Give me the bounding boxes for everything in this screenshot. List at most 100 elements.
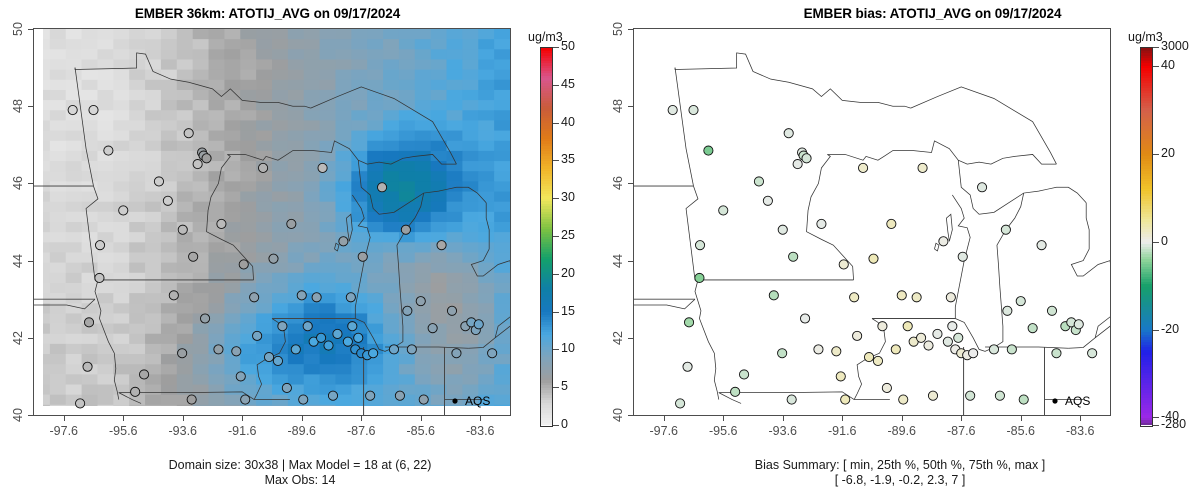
station-marker[interactable] xyxy=(377,182,388,193)
station-marker[interactable] xyxy=(890,344,901,355)
station-marker[interactable] xyxy=(816,218,827,229)
station-marker[interactable] xyxy=(872,355,883,367)
station-marker[interactable] xyxy=(427,323,438,334)
station-marker[interactable] xyxy=(186,394,197,405)
station-marker[interactable] xyxy=(1000,224,1011,235)
station-marker[interactable] xyxy=(368,348,379,359)
station-marker[interactable] xyxy=(762,195,773,206)
station-marker[interactable] xyxy=(994,390,1005,401)
station-marker[interactable] xyxy=(988,344,1000,355)
station-marker[interactable] xyxy=(753,176,764,187)
station-marker[interactable] xyxy=(813,344,824,355)
station-marker[interactable] xyxy=(777,224,788,235)
station-marker[interactable] xyxy=(801,153,812,164)
station-marker[interactable] xyxy=(83,317,95,328)
station-marker[interactable] xyxy=(296,290,307,301)
station-marker[interactable] xyxy=(1018,394,1029,405)
station-marker[interactable] xyxy=(446,305,458,316)
station-marker[interactable] xyxy=(840,394,851,405)
station-marker[interactable] xyxy=(451,348,462,359)
station-marker[interactable] xyxy=(938,236,949,247)
station-marker[interactable] xyxy=(667,105,678,116)
station-marker[interactable] xyxy=(263,352,275,363)
station-marker[interactable] xyxy=(436,240,447,251)
station-marker[interactable] xyxy=(357,251,368,262)
station-marker[interactable] xyxy=(302,321,313,332)
station-marker[interactable] xyxy=(1027,323,1038,334)
station-marker[interactable] xyxy=(177,348,188,359)
station-marker[interactable] xyxy=(886,218,897,229)
station-marker[interactable] xyxy=(1051,348,1062,359)
station-marker[interactable] xyxy=(683,317,695,328)
station-marker[interactable] xyxy=(945,292,956,303)
station-marker[interactable] xyxy=(788,251,799,262)
station-marker[interactable] xyxy=(213,344,224,355)
station-marker[interactable] xyxy=(783,128,794,139)
station-marker[interactable] xyxy=(896,290,907,301)
station-marker[interactable] xyxy=(487,348,498,359)
station-marker[interactable] xyxy=(932,328,943,339)
station-marker[interactable] xyxy=(75,398,86,409)
station-marker[interactable] xyxy=(130,386,141,397)
station-marker[interactable] xyxy=(311,292,322,303)
station-marker[interactable] xyxy=(338,236,349,247)
station-marker[interactable] xyxy=(473,319,484,330)
station-marker[interactable] xyxy=(394,390,405,401)
station-marker[interactable] xyxy=(298,394,309,405)
station-marker[interactable] xyxy=(94,272,105,284)
station-marker[interactable] xyxy=(800,313,811,324)
station-marker[interactable] xyxy=(877,321,888,332)
station-marker[interactable] xyxy=(694,272,705,284)
station-marker[interactable] xyxy=(868,253,879,264)
station-marker[interactable] xyxy=(88,105,99,116)
model-map-plot[interactable]: AQS xyxy=(33,28,511,416)
station-marker[interactable] xyxy=(388,344,400,355)
station-marker[interactable] xyxy=(162,195,173,206)
station-marker[interactable] xyxy=(911,292,922,303)
station-marker[interactable] xyxy=(688,105,699,116)
station-marker[interactable] xyxy=(290,344,301,355)
station-marker[interactable] xyxy=(235,371,246,382)
station-marker[interactable] xyxy=(183,128,194,139)
station-marker[interactable] xyxy=(927,390,939,401)
station-marker[interactable] xyxy=(153,176,164,187)
station-marker[interactable] xyxy=(694,240,706,251)
station-marker[interactable] xyxy=(258,162,269,174)
station-marker[interactable] xyxy=(177,224,188,235)
station-marker[interactable] xyxy=(94,240,106,251)
station-marker[interactable] xyxy=(858,162,869,174)
station-marker[interactable] xyxy=(1006,344,1017,355)
station-marker[interactable] xyxy=(342,336,353,347)
station-marker[interactable] xyxy=(286,218,297,229)
station-marker[interactable] xyxy=(838,259,849,270)
station-marker[interactable] xyxy=(365,390,376,401)
station-marker[interactable] xyxy=(682,361,693,372)
station-marker[interactable] xyxy=(353,332,364,343)
station-marker[interactable] xyxy=(1046,305,1058,316)
station-marker[interactable] xyxy=(82,361,93,372)
station-marker[interactable] xyxy=(240,394,251,405)
station-marker[interactable] xyxy=(200,313,211,324)
station-marker[interactable] xyxy=(953,332,964,343)
station-marker[interactable] xyxy=(902,321,913,332)
station-marker[interactable] xyxy=(923,340,934,351)
station-marker[interactable] xyxy=(277,321,288,332)
bias-map-plot[interactable]: AQS xyxy=(633,28,1111,416)
station-marker[interactable] xyxy=(332,328,343,339)
station-marker[interactable] xyxy=(831,346,842,357)
station-marker[interactable] xyxy=(965,390,976,401)
station-marker[interactable] xyxy=(942,336,953,347)
station-marker[interactable] xyxy=(852,330,863,341)
station-marker[interactable] xyxy=(947,321,958,332)
station-marker[interactable] xyxy=(317,162,328,174)
station-marker[interactable] xyxy=(786,394,797,405)
station-marker[interactable] xyxy=(201,153,212,164)
station-marker[interactable] xyxy=(316,332,327,343)
station-marker[interactable] xyxy=(192,159,203,170)
station-marker[interactable] xyxy=(916,332,927,343)
station-marker[interactable] xyxy=(281,382,292,394)
station-marker[interactable] xyxy=(323,340,334,351)
station-marker[interactable] xyxy=(402,305,413,316)
station-marker[interactable] xyxy=(347,321,358,332)
station-marker[interactable] xyxy=(249,292,260,303)
